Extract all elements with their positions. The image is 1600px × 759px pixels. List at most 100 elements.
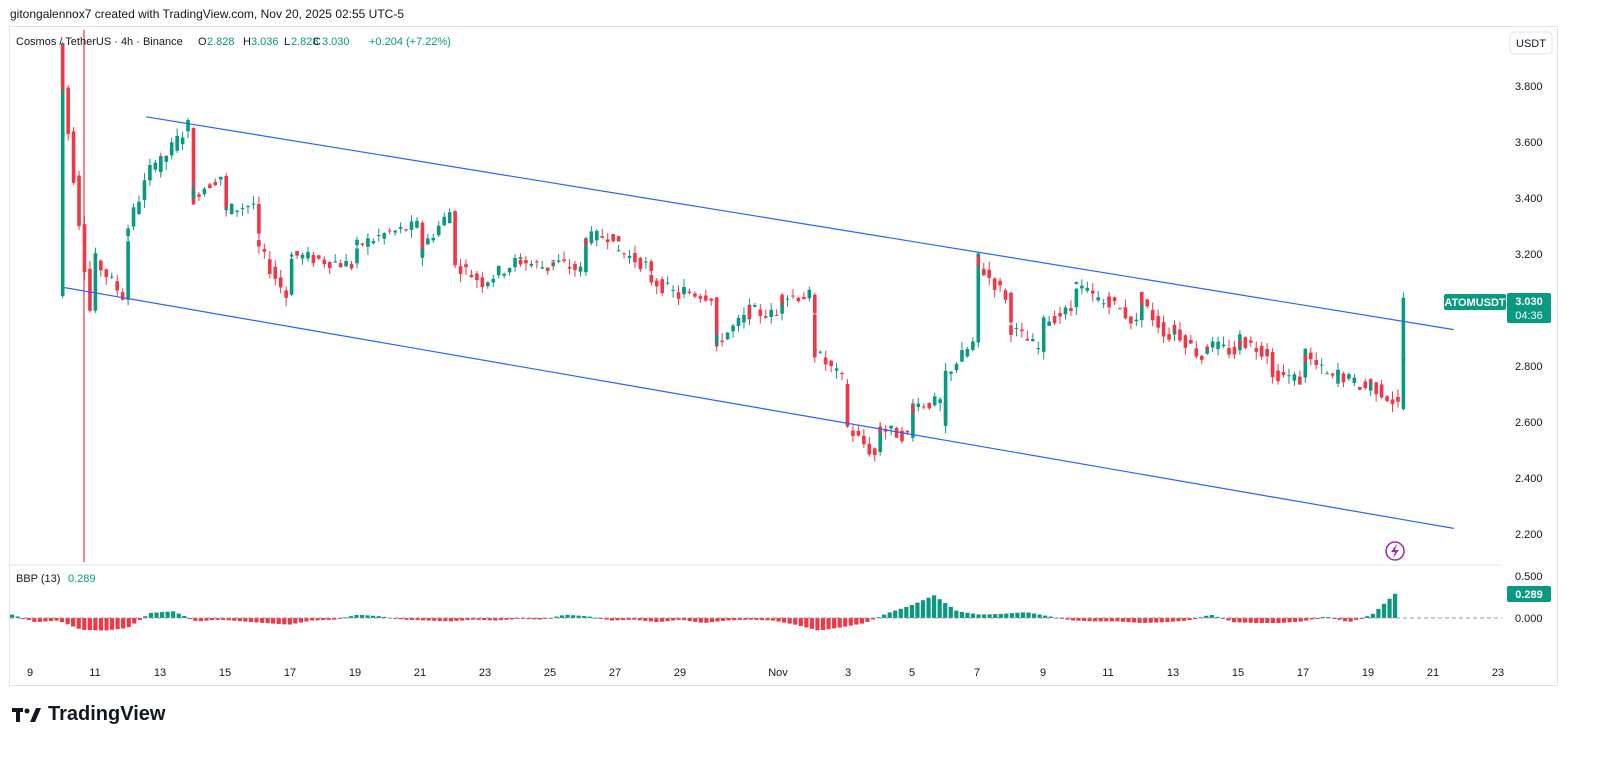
candle-body [649, 274, 654, 283]
bbp-axis-tick-1: 0.000 [1515, 613, 1543, 625]
candle-body [922, 406, 926, 408]
attribution: gitongalennox7 created with TradingView.… [10, 7, 405, 21]
ticker-label: ATOMUSDT [1444, 297, 1506, 309]
candle-body [208, 184, 212, 189]
bbp-bar [1076, 618, 1081, 621]
tradingview-logo-icon [12, 707, 41, 722]
candle-body [317, 255, 321, 259]
bbp-bar [287, 618, 292, 625]
candle-body [1063, 307, 1068, 315]
candle-body [1298, 376, 1302, 385]
bbp-bar [148, 612, 154, 618]
candle-body [714, 297, 719, 347]
bbp-bar [782, 618, 787, 623]
bbp-bar [1254, 618, 1259, 624]
candle-body [475, 273, 479, 281]
bbp-bar [759, 618, 765, 621]
bbp-bar [820, 618, 826, 630]
bbp-bar [554, 616, 559, 618]
bbp-bar [282, 618, 287, 625]
bbp-bar [932, 595, 937, 618]
bbp-bar [1031, 613, 1037, 618]
tradingview-logo[interactable]: TradingView [12, 703, 165, 726]
candle-body [894, 427, 899, 438]
candle-body [1101, 303, 1106, 305]
bbp-bar [1281, 618, 1287, 623]
candle-body [1270, 367, 1275, 372]
time-tick-0: 9 [27, 667, 33, 679]
candle-body [300, 254, 305, 259]
candle-body [1401, 357, 1406, 410]
candle-body [240, 208, 245, 210]
bbp-bar [1104, 618, 1109, 622]
candle-body [725, 332, 730, 340]
candle-body [1374, 382, 1378, 395]
channel-line-lower[interactable] [64, 287, 1454, 529]
currency-button[interactable] [1509, 31, 1553, 55]
bbp-bar [882, 614, 887, 618]
time-tick-16: 11 [1102, 667, 1113, 679]
bbp-bar [798, 618, 803, 626]
price-candles [60, 30, 1406, 562]
bbp-bar [132, 618, 137, 624]
bbp-bar [543, 618, 548, 620]
time-tick-2: 13 [154, 667, 166, 679]
ticker-label-bg [1444, 294, 1506, 310]
legend-close-value: 3.030 [322, 36, 350, 48]
candle-body [404, 229, 408, 231]
legend-change: +0.204 (+7.22%) [369, 36, 451, 48]
candle-body [1221, 344, 1226, 347]
bbp-bar [582, 616, 587, 618]
candle-body [1112, 297, 1117, 302]
candle-body [1096, 297, 1100, 301]
bbp-bar [437, 618, 442, 621]
candle-body [714, 335, 719, 344]
bbp-bar [1148, 618, 1153, 623]
bbp-bar [1231, 618, 1237, 623]
candle-body [802, 296, 806, 300]
candle-body [1031, 339, 1035, 342]
bbp-bar [609, 618, 615, 621]
bbp-bar [832, 618, 837, 629]
candle-body [1363, 381, 1368, 389]
time-tick-1: 11 [89, 667, 100, 679]
channel-line-upper[interactable] [146, 116, 1454, 331]
candle-body [1341, 373, 1346, 383]
candle-body [1243, 337, 1248, 348]
bbp-bar [693, 618, 698, 622]
bbp-bar [1154, 618, 1159, 623]
bbp-bar [970, 613, 976, 618]
candle-body [998, 280, 1002, 286]
time-tick-7: 23 [479, 667, 491, 679]
candle-body [769, 309, 773, 317]
bbp-bar [776, 618, 781, 622]
bbp-bar [1381, 603, 1387, 618]
bbp-bar [1248, 618, 1253, 623]
candle-body [1287, 375, 1291, 377]
candle-body [785, 298, 790, 300]
candle-body [813, 347, 817, 358]
candle-body [916, 403, 921, 407]
lightning-icon-glyph [1391, 544, 1399, 558]
candle-body [905, 430, 910, 433]
candle-body [338, 263, 343, 268]
bbp-bar [193, 618, 198, 621]
candle-body [458, 266, 463, 275]
candle-body [954, 363, 959, 371]
bbp-bar [87, 618, 92, 631]
bbp-bar [643, 618, 648, 621]
bbp-bar [43, 618, 48, 622]
bbp-bar [1176, 618, 1181, 622]
candle-body [872, 448, 877, 456]
bbp-bar [1298, 618, 1303, 622]
candle-body [1090, 290, 1095, 294]
bbp-bar [859, 618, 864, 624]
bbp-bar [854, 618, 859, 625]
bbp-bar [204, 618, 209, 621]
candle-body [148, 164, 152, 181]
candle-body [502, 273, 506, 276]
bbp-bar [237, 618, 242, 622]
candle-body [387, 230, 392, 232]
bbp-bar [415, 618, 420, 621]
